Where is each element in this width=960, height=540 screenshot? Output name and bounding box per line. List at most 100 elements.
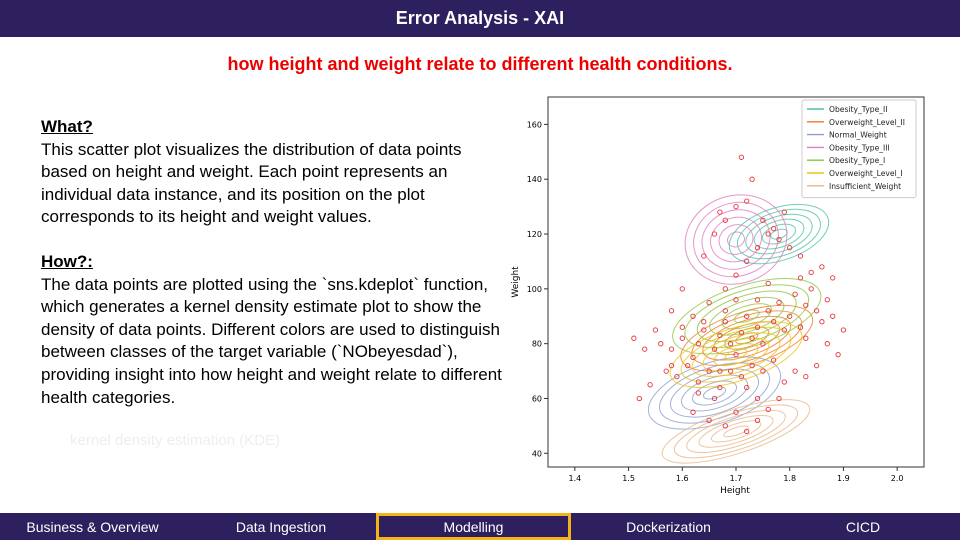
nav-dockerization[interactable]: Dockerization xyxy=(571,513,766,540)
legend-label: Overweight_Level_I xyxy=(829,169,903,178)
how-text: The data points are plotted using the `s… xyxy=(41,274,502,407)
data-point xyxy=(642,346,648,352)
data-point xyxy=(744,384,750,391)
data-point xyxy=(819,319,825,325)
data-point xyxy=(733,203,739,210)
data-point xyxy=(797,275,804,281)
data-point xyxy=(679,286,685,292)
nav-data-ingestion[interactable]: Data Ingestion xyxy=(185,513,377,540)
data-point xyxy=(803,335,809,341)
data-point xyxy=(685,362,691,369)
data-point xyxy=(711,346,718,352)
data-point xyxy=(765,231,771,237)
x-tick-label: 1.4 xyxy=(568,474,581,483)
data-point xyxy=(792,368,798,374)
kde-contour-0-6 xyxy=(728,203,830,265)
data-point xyxy=(760,368,766,374)
data-point xyxy=(781,327,787,333)
x-tick-label: 2.0 xyxy=(891,474,904,483)
data-point xyxy=(722,319,728,325)
y-axis-label: Weight xyxy=(511,266,521,298)
data-point xyxy=(776,299,782,306)
kde-contour-6-3 xyxy=(698,414,774,448)
data-point xyxy=(770,225,777,232)
kde-contour-2-3 xyxy=(680,374,749,412)
data-point xyxy=(711,395,718,402)
data-point xyxy=(717,368,723,374)
data-point xyxy=(690,409,696,415)
data-point xyxy=(787,245,793,251)
data-point xyxy=(733,409,739,415)
data-point xyxy=(797,324,804,330)
what-text: This scatter plot visualizes the distrib… xyxy=(41,139,462,227)
kde-contour-6-6 xyxy=(661,399,811,464)
kde-contour-4-3 xyxy=(709,296,785,336)
data-point xyxy=(733,297,739,303)
data-point xyxy=(749,176,755,182)
data-point xyxy=(647,382,653,388)
x-tick-label: 1.6 xyxy=(676,474,689,483)
kde-contour-3-5 xyxy=(693,201,779,278)
data-point xyxy=(744,258,750,265)
data-point xyxy=(717,209,723,215)
how-heading: How?: xyxy=(41,251,93,271)
data-point xyxy=(813,362,820,369)
kde-contour-0-5 xyxy=(737,208,821,260)
data-point xyxy=(701,253,707,259)
data-point xyxy=(749,335,755,341)
bottom-nav-bar: Business & Overview Data Ingestion Model… xyxy=(0,513,960,540)
kde-contour-6-4 xyxy=(686,409,786,454)
slide-subtitle: how height and weight relate to differen… xyxy=(227,54,733,74)
data-point xyxy=(754,297,761,303)
data-point xyxy=(787,313,793,319)
y-tick-label: 120 xyxy=(527,230,542,239)
kde-contour-5-1 xyxy=(724,348,748,361)
nav-modelling[interactable]: Modelling xyxy=(376,513,571,540)
kde-contour-3-6 xyxy=(684,194,788,285)
data-point xyxy=(813,308,820,314)
data-point xyxy=(679,324,685,330)
nav-cicd[interactable]: CICD xyxy=(766,513,960,540)
kde-contour-5-5 xyxy=(680,326,792,383)
x-axis-label: Height xyxy=(720,486,750,496)
data-point xyxy=(722,217,728,223)
y-tick-label: 140 xyxy=(527,175,542,184)
data-point xyxy=(808,269,814,276)
kde-contour-4-5 xyxy=(684,284,810,349)
kde-contour-3-1 xyxy=(727,231,745,248)
data-point xyxy=(727,341,734,347)
kde-contour-5-6 xyxy=(669,321,803,388)
kde-contours-layer xyxy=(647,194,830,464)
data-point xyxy=(830,313,836,319)
kde-contour-4-2 xyxy=(721,303,772,330)
nav-business-overview[interactable]: Business & Overview xyxy=(0,513,185,540)
y-tick-label: 40 xyxy=(532,449,542,458)
kde-contour-2-1 xyxy=(702,386,727,400)
kde-contour-1-5 xyxy=(691,310,803,367)
data-point xyxy=(695,379,702,385)
data-point xyxy=(717,384,723,391)
scatter-points-layer xyxy=(631,154,847,435)
x-tick-label: 1.7 xyxy=(730,474,743,483)
data-point xyxy=(695,390,702,396)
data-point xyxy=(733,272,739,278)
data-point xyxy=(738,373,745,380)
data-point xyxy=(770,357,777,363)
page-title: Error Analysis - XAI xyxy=(395,8,565,28)
y-tick-label: 160 xyxy=(527,120,542,129)
data-point xyxy=(824,341,830,347)
description-panel: What? This scatter plot visualizes the d… xyxy=(41,116,511,409)
data-point xyxy=(663,368,669,374)
data-point xyxy=(701,319,707,325)
legend-label: Normal_Weight xyxy=(829,131,887,140)
data-point xyxy=(690,313,696,319)
kde-scatter-chart: 1.4 1.5 1.6 1.7 1.8 1.9 2.0 40 60 80 100 120 140 160… xyxy=(511,96,925,496)
data-point xyxy=(760,341,766,347)
data-point xyxy=(765,308,771,314)
faint-caption: kernel density estimation (KDE) xyxy=(70,432,281,449)
data-point xyxy=(711,231,718,237)
legend-label: Obesity_Type_II xyxy=(829,105,888,114)
data-point xyxy=(803,302,809,308)
data-point xyxy=(765,406,771,413)
data-point xyxy=(668,346,675,352)
